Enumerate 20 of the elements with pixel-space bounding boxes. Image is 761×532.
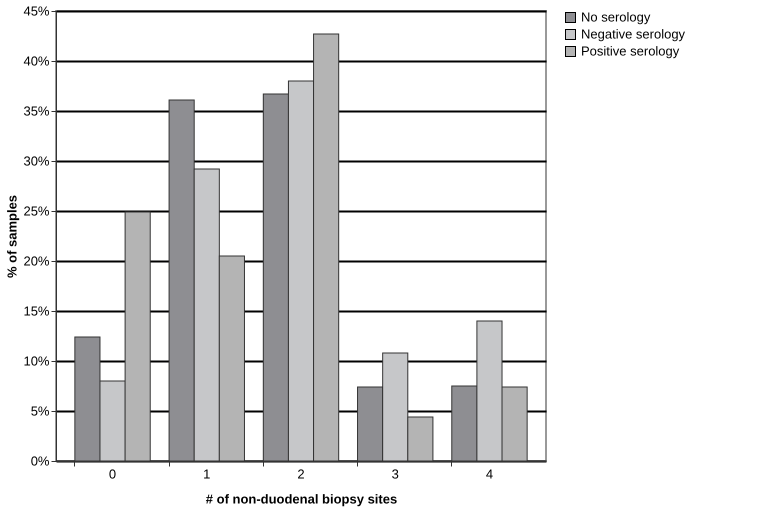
x-tick-label: 1	[203, 466, 210, 482]
x-axis-title: # of non-duodenal biopsy sites	[206, 492, 398, 506]
x-tick-label: 4	[486, 466, 494, 482]
y-tick-label: 30%	[23, 154, 50, 168]
x-tick-label: 0	[108, 466, 116, 482]
x-tick-label: 3	[392, 466, 399, 482]
y-tick-label: 5%	[30, 404, 50, 418]
legend-label: No serology	[581, 10, 651, 24]
y-tick-label: 20%	[23, 254, 50, 268]
y-tick-label: 10%	[23, 354, 50, 368]
legend-label: Negative serology	[581, 26, 686, 42]
y-tick-label: 0%	[30, 454, 50, 468]
x-tick-label: 2	[297, 466, 305, 482]
y-tick-label: 45%	[23, 4, 50, 18]
y-tick-label: 15%	[23, 304, 50, 318]
legend-label: Positive serology	[581, 44, 680, 58]
y-tick-label: 35%	[23, 104, 50, 118]
y-axis-title: % of samples	[4, 194, 20, 278]
y-tick-label: 40%	[23, 54, 50, 68]
y-tick-label: 25%	[23, 204, 50, 218]
